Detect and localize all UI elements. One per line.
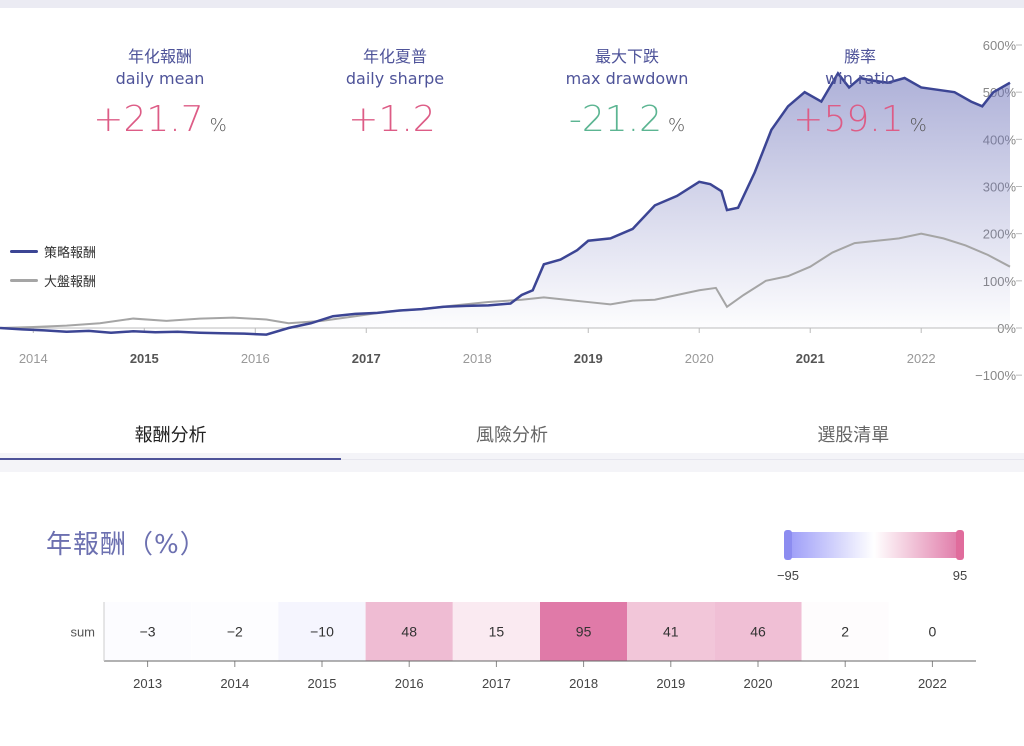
strategy-line bbox=[0, 71, 1011, 336]
stat-annual-return: 年化報酬 daily mean +21.7% bbox=[60, 46, 260, 148]
legend-label: 策略報酬 bbox=[44, 246, 97, 261]
x-tick-label: 2016 bbox=[241, 351, 270, 366]
x-tick-label: 2014 bbox=[220, 676, 249, 691]
color-scale-handle-high bbox=[956, 530, 964, 560]
stat-label-zh: 勝率 bbox=[843, 47, 876, 66]
x-tick-label: 2021 bbox=[831, 676, 860, 691]
stat-number: +21.7 bbox=[93, 99, 204, 140]
stat-number: +59.1 bbox=[793, 99, 904, 140]
analysis-tabs: 報酬分析 風險分析 選股清單 bbox=[0, 413, 1024, 460]
heatmap-cell bbox=[540, 602, 628, 661]
stat-label-en: win ratio bbox=[825, 69, 895, 88]
heatmap-cell-label: 48 bbox=[401, 624, 417, 640]
stat-label-zh: 年化報酬 bbox=[127, 47, 192, 66]
heatmap-cell bbox=[452, 602, 540, 661]
color-scale-bar bbox=[788, 532, 960, 558]
color-scale-max-label: 95 bbox=[953, 568, 967, 583]
x-tick-label: 2022 bbox=[918, 676, 947, 691]
x-tick-label: 2022 bbox=[907, 351, 936, 366]
heatmap-cell bbox=[627, 602, 715, 661]
heatmap-cell-label: 41 bbox=[663, 624, 679, 640]
performance-card: 600%500%400%300%200%100%0%−100%201420152… bbox=[0, 8, 1024, 460]
stat-unit: % bbox=[668, 115, 686, 136]
x-tick-label: 2018 bbox=[569, 676, 598, 691]
legend-swatch bbox=[10, 250, 38, 253]
top-strip bbox=[0, 0, 1024, 8]
stat-label-zh: 最大下跌 bbox=[594, 47, 659, 66]
heatmap-cell-label: 0 bbox=[929, 624, 937, 640]
stat-label-en: daily mean bbox=[115, 69, 205, 88]
stat-unit: % bbox=[909, 115, 927, 136]
stat-max-drawdown: 最大下跌 max drawdown -21.2% bbox=[527, 46, 727, 148]
stat-value: +1.2 bbox=[295, 98, 495, 148]
stat-label-en: daily sharpe bbox=[345, 69, 445, 88]
stat-number: -21.2 bbox=[568, 99, 663, 140]
stat-win-ratio: 勝率 win ratio +59.1% bbox=[760, 46, 960, 148]
x-tick-label: 2019 bbox=[656, 676, 685, 691]
x-tick-label: 2013 bbox=[133, 676, 162, 691]
heatmap-cell-label: 2 bbox=[841, 624, 849, 640]
heatmap-cell-label: 46 bbox=[750, 624, 766, 640]
x-tick-label: 2017 bbox=[482, 676, 511, 691]
heatmap-cell-label: 15 bbox=[489, 624, 505, 640]
x-tick-label: 2018 bbox=[463, 351, 492, 366]
tab-stock-list[interactable]: 選股清單 bbox=[817, 425, 890, 446]
market-line bbox=[0, 232, 1011, 329]
x-tick-label: 2020 bbox=[685, 351, 714, 366]
stat-value: +21.7% bbox=[60, 98, 260, 148]
annual-return-card: 年報酬（%） −95 95 sum −3 2013 −2 2014 −10 2015 48 2016… bbox=[0, 472, 1024, 746]
stat-number: +1.2 bbox=[348, 99, 436, 140]
heatmap-cell-label: −3 bbox=[140, 624, 156, 640]
heatmap-cell bbox=[801, 602, 889, 661]
heatmap-cell-label: −2 bbox=[227, 624, 243, 640]
y-tick-label: 600% bbox=[983, 38, 1017, 53]
legend-market[interactable]: 大盤報酬 bbox=[10, 271, 96, 290]
stat-label-en: max drawdown bbox=[565, 69, 689, 88]
tab-return-analysis[interactable]: 報酬分析 bbox=[0, 413, 342, 460]
heatmap-cell bbox=[191, 602, 279, 661]
strategy-area bbox=[0, 73, 1010, 335]
x-tick-label: 2016 bbox=[395, 676, 424, 691]
heatmap-cell-label: 95 bbox=[576, 624, 592, 640]
x-tick-label: 2017 bbox=[352, 351, 381, 366]
x-tick-label: 2019 bbox=[574, 351, 603, 366]
heatmap-cell bbox=[888, 602, 976, 661]
heatmap-cell-label: −10 bbox=[310, 624, 334, 640]
section-title: 年報酬（%） bbox=[46, 530, 207, 560]
legend-strategy[interactable]: 策略報酬 bbox=[10, 242, 96, 261]
x-tick-label: 2015 bbox=[308, 676, 337, 691]
stat-value: -21.2% bbox=[527, 98, 727, 148]
tab-risk-analysis[interactable]: 風險分析 bbox=[475, 425, 548, 446]
stat-unit: % bbox=[209, 115, 227, 136]
legend-label: 大盤報酬 bbox=[44, 275, 97, 290]
heatmap-cell bbox=[714, 602, 802, 661]
x-tick-label: 2014 bbox=[19, 351, 48, 366]
heatmap-cell bbox=[365, 602, 453, 661]
y-tick-label: −100% bbox=[975, 368, 1016, 383]
stat-value: +59.1% bbox=[760, 98, 960, 148]
color-scale-min-label: −95 bbox=[777, 568, 799, 583]
heatmap-cell bbox=[104, 602, 192, 661]
color-scale-handle-low bbox=[784, 530, 792, 560]
x-tick-label: 2021 bbox=[796, 351, 825, 366]
stat-label-zh: 年化夏普 bbox=[362, 47, 427, 66]
x-tick-label: 2020 bbox=[744, 676, 773, 691]
heatmap-cell bbox=[278, 602, 366, 661]
legend-swatch bbox=[10, 279, 38, 282]
cumulative-return-chart: 600%500%400%300%200%100%0%−100%201420152… bbox=[0, 38, 1022, 383]
row-label: sum bbox=[70, 625, 95, 640]
annual-return-heatmap: −95 95 sum −3 2013 −2 2014 −10 2015 48 2016 15 2017 9… bbox=[70, 530, 976, 691]
stat-sharpe: 年化夏普 daily sharpe +1.2 bbox=[295, 46, 495, 148]
x-tick-label: 2015 bbox=[130, 351, 159, 366]
